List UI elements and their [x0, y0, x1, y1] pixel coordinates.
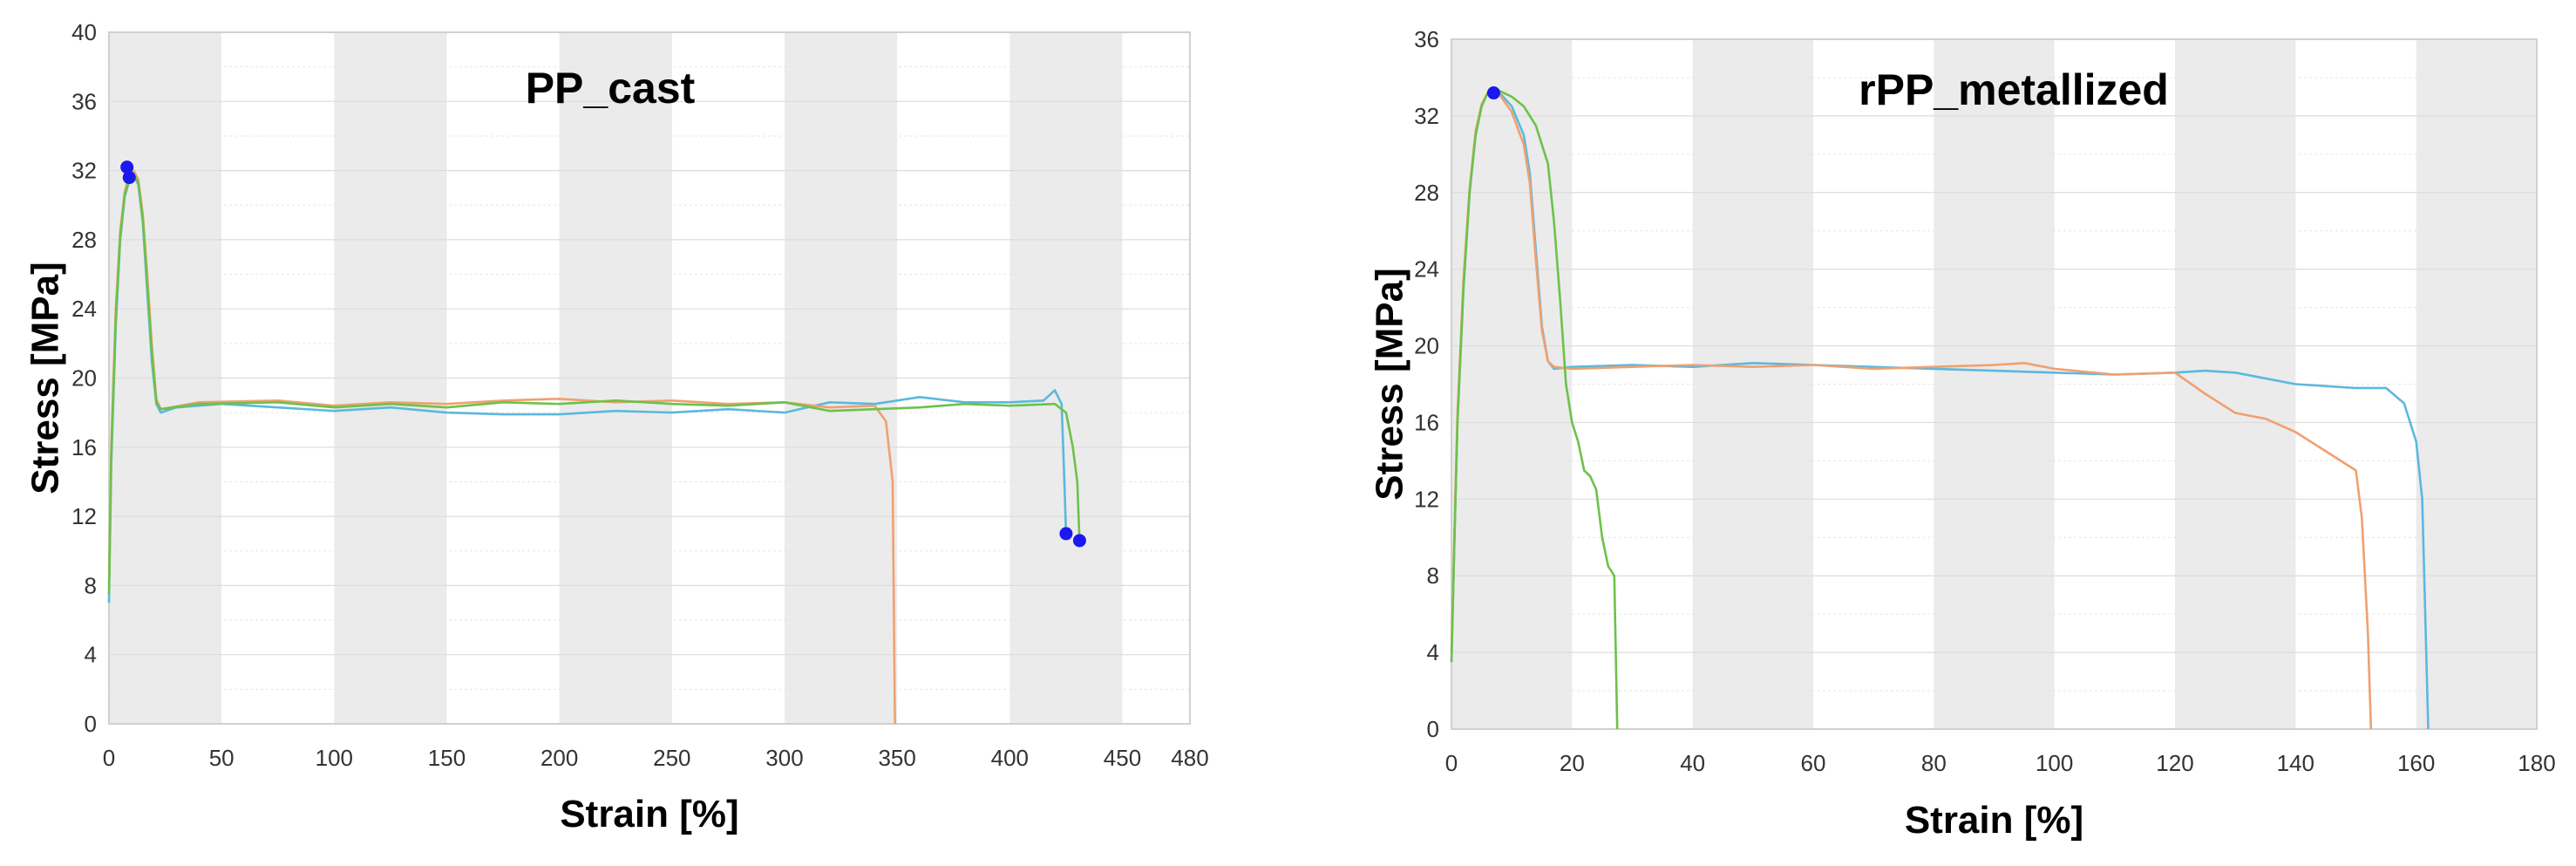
x-axis-label: Strain [%] [560, 793, 738, 835]
x-tick-label: 60 [1801, 750, 1826, 776]
chart-title: rPP_metallized [1859, 65, 2169, 114]
x-tick-label: 150 [428, 745, 466, 771]
x-tick-label: 160 [2397, 750, 2435, 776]
series-group [1450, 87, 2430, 730]
x-tick-labels: 0 50 100 150 200 250 300 350 400 450 480 [103, 745, 1209, 771]
x-tick-label: 80 [1921, 750, 1947, 776]
y-tick-label: 32 [1414, 103, 1439, 129]
chart-pp-cast: 0 4 8 12 16 20 24 28 32 36 40 0 50 100 150 200 250 300 35… [24, 19, 1209, 835]
x-tick-label: 200 [540, 745, 578, 771]
x-axis-label: Strain [%] [1905, 799, 2083, 842]
y-tick-label: 0 [1427, 716, 1439, 742]
x-tick-label: 100 [316, 745, 353, 771]
y-tick-label: 32 [71, 158, 97, 184]
chart-title: PP_cast [526, 64, 696, 113]
x-tick-label: 20 [1560, 750, 1585, 776]
x-tick-label: 120 [2156, 750, 2193, 776]
y-tick-label: 28 [1414, 180, 1439, 206]
break-point-marker [120, 160, 134, 174]
x-tick-label: 0 [103, 745, 115, 771]
band [1934, 39, 2055, 729]
y-tick-label: 8 [85, 572, 97, 598]
y-tick-label: 16 [71, 434, 97, 460]
y-tick-label: 20 [71, 365, 97, 392]
y-tick-label: 24 [71, 296, 97, 322]
x-tick-label: 50 [209, 745, 234, 771]
break-point-marker [1072, 534, 1086, 548]
x-tick-label: 350 [878, 745, 915, 771]
break-point-marker [1059, 527, 1073, 541]
y-tick-label: 8 [1427, 563, 1439, 589]
y-tick-label: 12 [1414, 486, 1439, 512]
y-axis-label: Stress [MPa] [24, 262, 67, 494]
y-tick-label: 24 [1414, 256, 1439, 283]
band [1692, 39, 1813, 729]
x-tick-label: 300 [765, 745, 803, 771]
x-tick-label: 140 [2277, 750, 2314, 776]
y-tick-label: 40 [71, 19, 97, 45]
x-tick-label: 0 [1445, 750, 1458, 776]
x-tick-label: 180 [2518, 750, 2555, 776]
break-point-marker [1486, 86, 1500, 100]
break-point-marker [122, 171, 136, 185]
x-tick-label: 450 [1104, 745, 1141, 771]
y-tick-label: 4 [1427, 639, 1439, 665]
x-tick-label: 100 [2036, 750, 2073, 776]
x-tick-label: 250 [653, 745, 690, 771]
series-line-3 [1450, 87, 1619, 730]
y-tick-label: 20 [1414, 333, 1439, 359]
x-tick-label: 480 [1171, 745, 1208, 771]
plot-frame [1451, 38, 2538, 730]
y-tick-labels: 0 4 8 12 16 20 24 28 32 36 [1414, 26, 1439, 742]
y-tick-label: 12 [71, 503, 97, 529]
x-tick-label: 400 [991, 745, 1029, 771]
y-tick-labels: 0 4 8 12 16 20 24 28 32 36 40 [71, 19, 97, 737]
y-tick-label: 16 [1414, 409, 1439, 435]
y-tick-label: 28 [71, 227, 97, 253]
y-tick-label: 36 [1414, 26, 1439, 52]
y-tick-label: 36 [71, 88, 97, 114]
y-axis-label: Stress [MPa] [1369, 268, 1411, 501]
chart-rpp-metallized: 0 4 8 12 16 20 24 28 32 36 0 20 40 60 80 100 120 140 160 1… [1369, 26, 2556, 842]
y-tick-label: 0 [85, 711, 97, 737]
break-markers [120, 160, 1086, 548]
break-markers [1486, 86, 1500, 100]
plot-frame [108, 31, 1191, 725]
y-tick-label: 4 [85, 642, 97, 668]
x-tick-labels: 0 20 40 60 80 100 120 140 160 180 [1445, 750, 2556, 776]
x-tick-label: 40 [1680, 750, 1705, 776]
